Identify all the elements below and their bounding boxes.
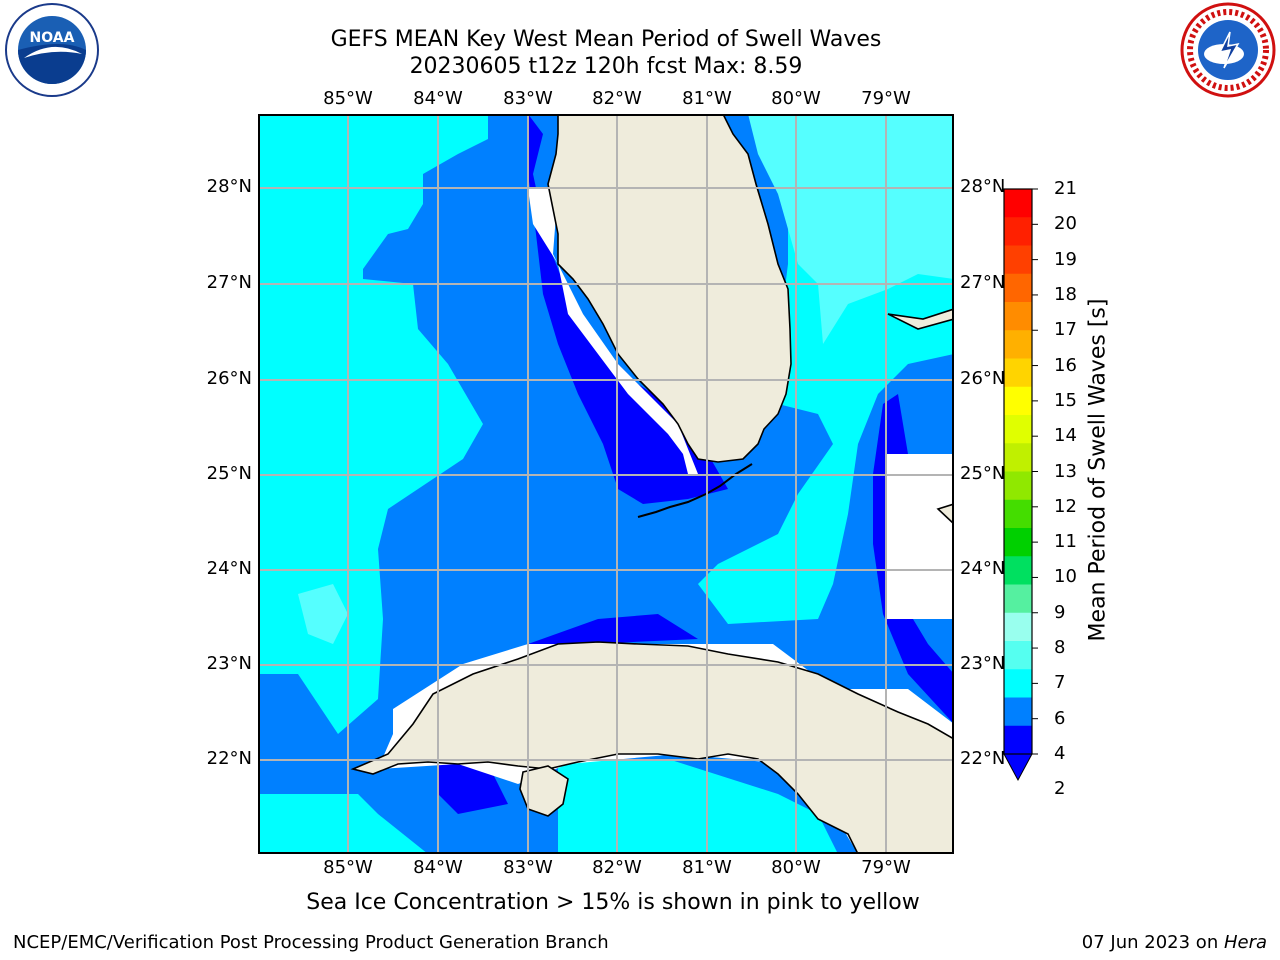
colorbar-segment [1004, 443, 1032, 472]
map-gridlines [258, 114, 954, 854]
sea-ice-note: Sea Ice Concentration > 15% is shown in … [306, 890, 920, 915]
lon-label-top: 80°W [771, 88, 821, 109]
no-data-region-florida [528, 189, 698, 474]
colorbar-tick-label: 8 [1054, 637, 1066, 659]
colorbar-segment [1004, 217, 1032, 246]
colorbar-tick-label: 12 [1054, 495, 1077, 517]
colorbar-extend-min [1003, 753, 1033, 782]
lat-label-right: 27°N [960, 272, 1006, 293]
footer-date-text: 07 Jun 2023 on [1081, 932, 1224, 953]
lon-label-bottom: 84°W [413, 857, 463, 878]
svg-text:NOAA: NOAA [30, 30, 75, 46]
colorbar-segment [1004, 697, 1032, 727]
swell-band-6-7-west [298, 584, 348, 644]
colorbar-segment [1004, 725, 1032, 755]
lon-label-top: 83°W [503, 88, 553, 109]
lon-label-top: 84°W [413, 88, 463, 109]
swell-band-below-2-cuba-south [438, 764, 508, 814]
lon-label-top: 79°W [861, 88, 911, 109]
colorbar-segment [1004, 471, 1032, 501]
colorbar-tick-label: 17 [1054, 319, 1077, 341]
lat-label-left: 26°N [206, 368, 252, 389]
lat-label-right: 23°N [960, 653, 1006, 674]
colorbar-segment [1004, 556, 1032, 585]
noaa-logo: NOAA [2, 2, 102, 98]
swell-band-4-6-south [258, 794, 428, 854]
bahamas-islands [887, 308, 954, 526]
colorbar-segment [1004, 245, 1032, 275]
colorbar-segment [1004, 189, 1032, 218]
lat-label-left: 28°N [206, 176, 252, 197]
colorbar-segment [1004, 669, 1032, 698]
colorbar-segment [1004, 499, 1032, 529]
colorbar-tick-label: 19 [1054, 248, 1077, 270]
colorbar-segment [1004, 358, 1032, 388]
map-border [258, 114, 954, 854]
lon-label-bottom: 79°W [861, 857, 911, 878]
lon-label-bottom: 83°W [503, 857, 553, 878]
lon-label-top: 81°W [682, 88, 732, 109]
colorbar-tick-label: 4 [1054, 743, 1066, 764]
colorbar-tick-label: 15 [1054, 389, 1077, 411]
lon-label-bottom: 81°W [682, 857, 732, 878]
chart-subtitle: 20230605 t12z 120h fcst Max: 8.59 [409, 54, 803, 79]
lon-label-top: 82°W [592, 88, 642, 109]
swell-band-4-6-west [258, 114, 488, 734]
colorbar-segment [1004, 641, 1032, 670]
colorbar-tick-label: 20 [1054, 213, 1077, 235]
colorbar-tick-label: 10 [1054, 566, 1077, 588]
no-data-region-bahamas [886, 454, 954, 619]
colorbar-tick-label: 2 [1054, 778, 1066, 800]
lon-label-bottom: 80°W [771, 857, 821, 878]
colorbar-tick-label: 18 [1054, 283, 1077, 305]
colorbar-segment [1004, 415, 1032, 444]
lat-label-right: 24°N [960, 558, 1006, 579]
cuba-landmass [350, 641, 954, 854]
colorbar-segment [1004, 584, 1032, 614]
chart-title: GEFS MEAN Key West Mean Period of Swell … [330, 27, 882, 52]
swell-band-6-7 [748, 114, 954, 344]
lon-label-bottom: 85°W [323, 857, 373, 878]
colorbar-tick-label: 13 [1054, 460, 1077, 482]
colorbar [1003, 188, 1038, 782]
swell-period-map [258, 114, 954, 854]
colorbar-tick-label: 9 [1054, 601, 1066, 623]
colorbar-segment [1004, 302, 1032, 331]
lat-label-right: 26°N [960, 368, 1006, 389]
isla-de-la-juventud [519, 765, 569, 817]
lat-label-right: 28°N [960, 176, 1006, 197]
footer-date: 07 Jun 2023 on Hera [1082, 932, 1267, 953]
colorbar-segment [1004, 528, 1032, 557]
swell-band-4-6-south2 [558, 759, 838, 854]
colorbar-tick-label: 16 [1054, 354, 1077, 376]
lat-label-left: 24°N [206, 558, 252, 579]
colorbar-segment [1004, 273, 1032, 303]
lon-label-top: 85°W [323, 88, 373, 109]
colorbar-tick-label: 7 [1054, 672, 1066, 694]
colorbar-segment [1004, 330, 1032, 359]
footer-branch: NCEP/EMC/Verification Post Processing Pr… [13, 932, 609, 953]
colorbar-segment [1004, 386, 1032, 416]
lat-label-left: 22°N [206, 748, 252, 769]
swell-band-below-2-cuba-north [528, 614, 698, 644]
colorbar-segment [1004, 612, 1032, 642]
lat-label-right: 25°N [960, 463, 1006, 484]
lat-label-left: 25°N [206, 463, 252, 484]
lon-label-bottom: 82°W [592, 857, 642, 878]
footer-machine: Hera [1223, 932, 1267, 953]
lat-label-left: 27°N [206, 272, 252, 293]
colorbar-tick-label: 21 [1054, 178, 1077, 199]
colorbar-label: Mean Period of Swell Waves [s] [1085, 298, 1111, 642]
lat-label-right: 22°N [960, 748, 1006, 769]
colorbar-tick-label: 11 [1054, 531, 1077, 553]
lat-label-left: 23°N [206, 653, 252, 674]
colorbar-tick-label: 14 [1054, 425, 1077, 447]
colorbar-tick-label: 6 [1054, 707, 1066, 729]
national-weather-service-logo [1180, 2, 1276, 98]
